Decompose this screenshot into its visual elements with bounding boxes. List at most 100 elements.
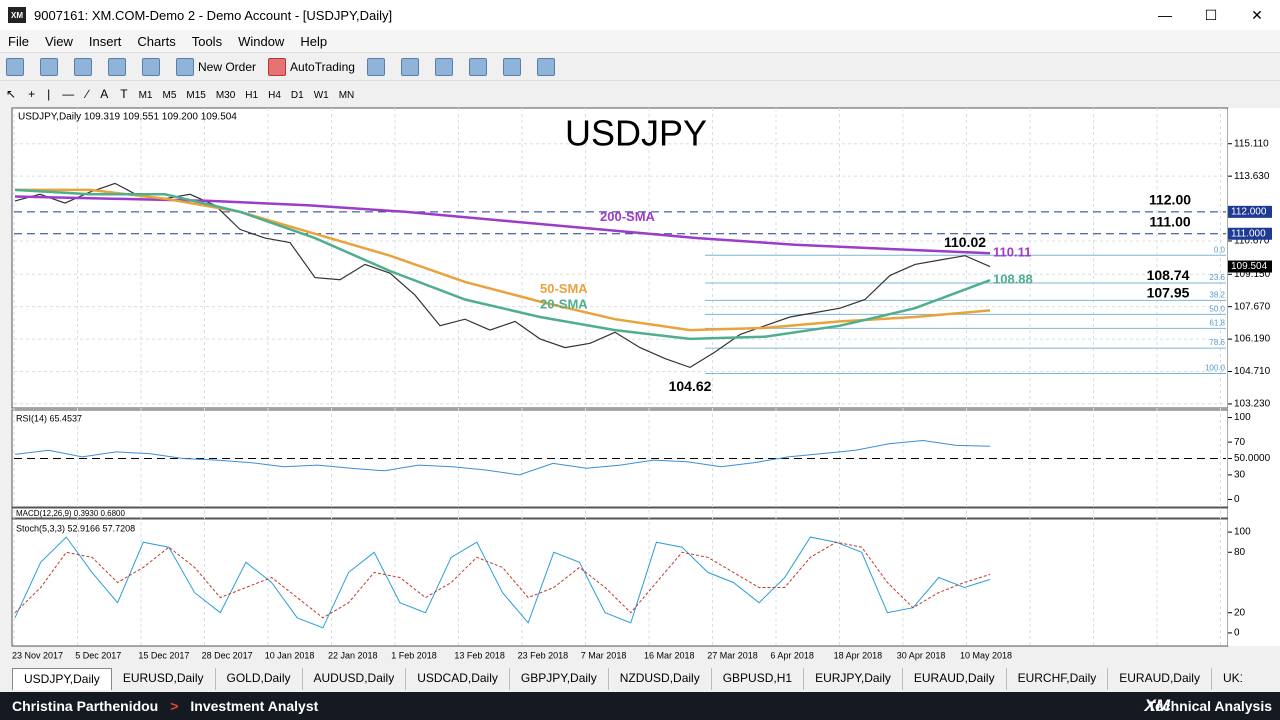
date-label: 30 Apr 2018: [897, 650, 946, 660]
terminal-button[interactable]: [142, 58, 164, 76]
sma-end-label: 110.11: [993, 245, 1031, 260]
rsi-label: RSI(14) 65.4537: [16, 413, 82, 423]
fib-label: 100.0: [1205, 364, 1226, 373]
menu-item[interactable]: Tools: [191, 33, 223, 49]
trendline-tool[interactable]: ∕: [86, 87, 89, 101]
navigator-button[interactable]: [108, 58, 130, 76]
chart-tabs: USDJPY,Daily EURUSD,Daily GOLD,Daily AUDUSD…: [12, 668, 1242, 690]
y-tick-label: 100: [1234, 412, 1251, 423]
chart-tab[interactable]: GBPJPY,Daily: [510, 668, 609, 690]
chart-title: USDJPY: [565, 113, 707, 154]
crosshair-tool[interactable]: +: [28, 87, 36, 101]
timeframes: M1 M5 M15 M30 H1 H4 D1 W1 MN: [134, 87, 360, 101]
timeframe-button[interactable]: M5: [162, 90, 177, 101]
candle-chart-button[interactable]: [400, 58, 423, 76]
chart-tab[interactable]: EURJPY,Daily: [804, 668, 903, 690]
cursor-tool[interactable]: ↖: [6, 87, 17, 101]
date-label: 1 Feb 2018: [391, 650, 437, 660]
new-order-label: New Order: [198, 60, 257, 74]
sma-label: 200-SMA: [600, 209, 656, 224]
symbol-info: USDJPY,Daily 109.319 109.551 109.200 109…: [18, 112, 237, 123]
y-tick-label: 80: [1234, 547, 1246, 558]
timeframe-button[interactable]: M15: [186, 90, 206, 101]
new-chart-button[interactable]: [6, 58, 28, 76]
level-label: 111.00: [1149, 213, 1190, 229]
chart-tab[interactable]: NZDUSD,Daily: [609, 668, 712, 690]
stoch-line: [14, 541, 991, 619]
timeframe-toolbar: ↖ + | — ∕ A T M1 M5 M15 M30 H1 H4 D1 W1 MN: [0, 80, 1280, 107]
y-tick-label: 109.150: [1234, 269, 1271, 280]
fib-value-label: 107.95: [1147, 284, 1190, 300]
high-label: 110.02: [944, 234, 986, 250]
chart-tab[interactable]: USDJPY,Daily: [12, 668, 112, 690]
fib-label: 23.6: [1209, 273, 1225, 282]
tile-button[interactable]: [536, 58, 559, 76]
timeframe-button[interactable]: W1: [313, 90, 329, 101]
menu-item[interactable]: View: [44, 33, 73, 49]
label-tool[interactable]: T: [120, 87, 128, 101]
timeframe-button[interactable]: D1: [290, 90, 304, 101]
low-label: 104.62: [669, 378, 712, 394]
y-tick-label: 110.670: [1234, 236, 1270, 247]
date-label: 10 May 2018: [960, 650, 1012, 660]
close-button[interactable]: ✕: [1251, 7, 1263, 23]
menu-item[interactable]: Insert: [88, 33, 122, 49]
bar-chart-button[interactable]: [366, 58, 389, 76]
vline-tool[interactable]: |: [47, 87, 51, 101]
fib-label: 50.0: [1209, 304, 1225, 313]
menu-item[interactable]: Window: [238, 33, 285, 49]
date-label: 23 Nov 2017: [12, 650, 63, 660]
chart-tab[interactable]: EURAUD,Daily: [1108, 668, 1212, 690]
menu-item[interactable]: File: [8, 33, 29, 49]
date-label: 10 Jan 2018: [265, 650, 315, 660]
profiles-button[interactable]: [40, 58, 62, 76]
menu-item[interactable]: Help: [300, 33, 328, 49]
y-tick-label: 0: [1234, 494, 1240, 505]
chart-tab[interactable]: GBPUSD,H1: [712, 668, 805, 690]
level-label: 112.00: [1149, 192, 1191, 208]
chart-tab[interactable]: USDCAD,Daily: [406, 668, 510, 690]
line-chart-button[interactable]: [434, 58, 457, 76]
market-watch-button[interactable]: [74, 58, 96, 76]
date-label: 23 Feb 2018: [518, 650, 569, 660]
fib-label: 78.6: [1209, 338, 1225, 347]
timeframe-button[interactable]: M1: [138, 90, 153, 101]
app-icon: XM: [8, 7, 26, 23]
price-box: [1228, 205, 1272, 218]
timeframe-button[interactable]: M30: [215, 90, 236, 101]
stoch-label: Stoch(5,3,3) 52.9166 57.7208: [16, 523, 135, 533]
menu-item[interactable]: Charts: [137, 33, 176, 49]
chart-tab[interactable]: UK100Cash,Daily: [1212, 668, 1242, 690]
date-label: 6 Apr 2018: [770, 650, 814, 660]
new-order-button[interactable]: New Order: [176, 58, 256, 76]
tagline: Technical Analysis: [1147, 698, 1273, 714]
minimize-button[interactable]: —: [1158, 7, 1172, 23]
chart-tab[interactable]: EURUSD,Daily: [112, 668, 216, 690]
price-box: [1228, 227, 1272, 240]
y-tick-label: 100: [1234, 527, 1251, 538]
y-tick-label: 113.630: [1234, 171, 1270, 182]
zoom-in-button[interactable]: [468, 58, 491, 76]
timeframe-button[interactable]: H4: [268, 90, 281, 101]
autotrading-button[interactable]: AutoTrading: [268, 58, 355, 76]
date-label: 13 Feb 2018: [454, 650, 505, 660]
brand-logo: XM: [1144, 696, 1171, 715]
chart-tab[interactable]: EURCHF,Daily: [1007, 668, 1109, 690]
chart-tab[interactable]: GOLD,Daily: [216, 668, 303, 690]
date-label: 18 Apr 2018: [834, 650, 883, 660]
stoch-line: [14, 536, 991, 629]
maximize-button[interactable]: ☐: [1204, 7, 1218, 23]
hline-tool[interactable]: —: [62, 87, 75, 101]
fib-label: 38.2: [1209, 290, 1225, 299]
timeframe-button[interactable]: MN: [338, 90, 355, 101]
zoom-out-button[interactable]: [502, 58, 525, 76]
chart-tab[interactable]: EURAUD,Daily: [903, 668, 1007, 690]
date-label: 27 Mar 2018: [707, 650, 758, 660]
window-buttons: — ☐ ✕: [1142, 0, 1280, 30]
timeframe-button[interactable]: H1: [245, 90, 259, 101]
text-tool[interactable]: A: [100, 87, 109, 101]
chart-tab[interactable]: AUDUSD,Daily: [303, 668, 407, 690]
y-tick-label: 20: [1234, 607, 1246, 618]
date-label: 15 Dec 2017: [138, 650, 189, 660]
